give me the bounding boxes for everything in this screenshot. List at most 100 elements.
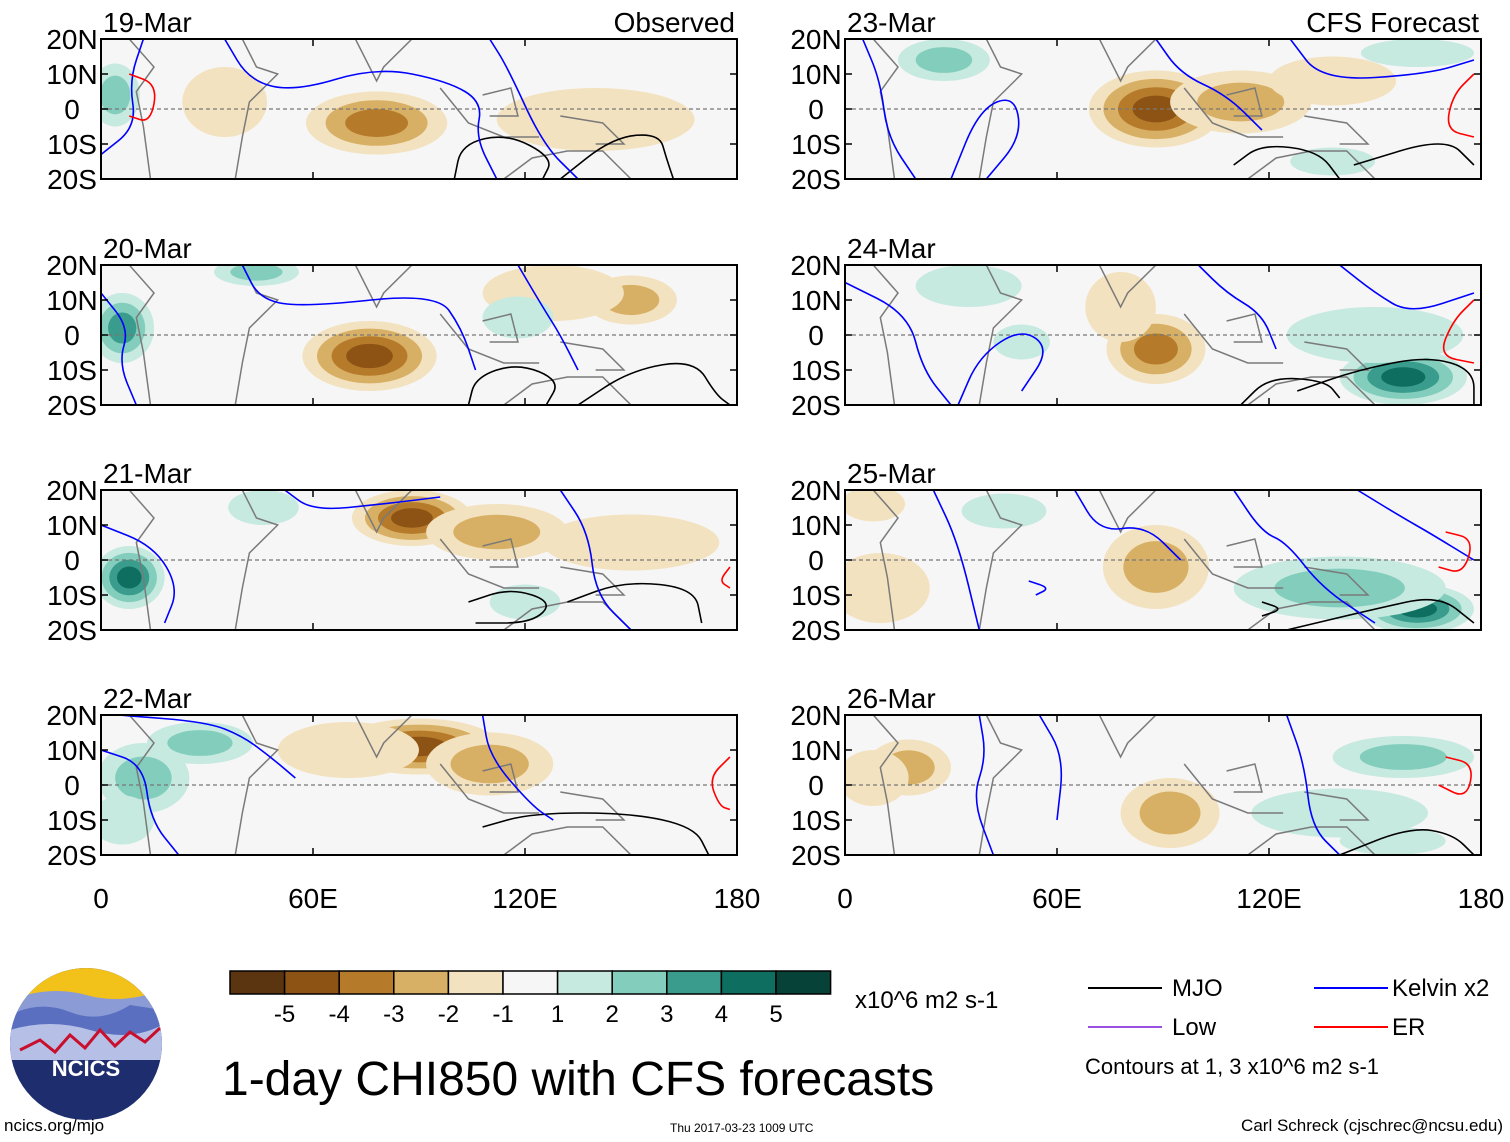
anomaly-level: [961, 493, 1047, 529]
contour-kelvin: [1356, 490, 1475, 561]
contour-mjo: [482, 812, 710, 855]
y-tick-label: 20S: [47, 390, 97, 421]
y-tick-label: 10S: [47, 129, 97, 160]
colorbar-swatch: [229, 970, 286, 995]
logo-text: NCICS: [52, 1056, 120, 1081]
panels-layer: 20N 10N 0 10S 20S 19-Mar Observed 20N 10N 0 10S 20S…: [46, 7, 1482, 871]
y-tick-label: 20N: [46, 700, 97, 731]
y-tick-label: 0: [64, 94, 80, 125]
y-tick-label: 10N: [790, 510, 841, 541]
anomaly-level: [346, 343, 393, 369]
anomaly-level: [845, 553, 930, 623]
anomaly-level: [482, 296, 554, 339]
contour-kelvin: [1339, 265, 1475, 310]
coastline: [1183, 538, 1284, 589]
coastline: [354, 715, 413, 759]
coastline: [1226, 313, 1263, 343]
contour-kelvin: [1289, 39, 1475, 79]
anomaly-level: [1139, 791, 1201, 835]
x-tick-label: 0: [93, 883, 109, 914]
x-tick-label: 60E: [1032, 883, 1082, 914]
y-tick-label: 10S: [791, 805, 841, 836]
legend-contour-note: Contours at 1, 3 x10^6 m2 s-1: [1085, 1054, 1379, 1079]
anomaly-level: [101, 75, 131, 115]
contour-kelvin: [1285, 715, 1341, 855]
contour-kelvin: [481, 715, 554, 821]
anomaly-blob: [489, 584, 561, 620]
contour-kelvin: [1028, 580, 1047, 596]
coastline: [1226, 538, 1263, 568]
panel-date: 19-Mar: [103, 7, 192, 38]
contour-mjo: [1297, 358, 1475, 405]
anomaly-level: [915, 47, 973, 73]
y-tick-label: 20N: [790, 24, 841, 55]
anomaly-blob: [482, 296, 554, 339]
legend-kelvin-label: Kelvin x2: [1392, 975, 1489, 1002]
anomaly-blob: [302, 321, 437, 391]
panel-26-Mar: 20N 10N 0 10S 20S 26-Mar: [790, 683, 1482, 871]
y-tick-label: 0: [808, 94, 824, 125]
anomaly-blob: [1102, 525, 1209, 609]
coastline: [1247, 826, 1376, 855]
contour-mjo: [1261, 601, 1279, 617]
colorbar-swatch: [338, 970, 395, 995]
colorbar-swatch: [556, 970, 613, 995]
coastline: [978, 265, 1024, 405]
anomaly-level: [1360, 39, 1474, 67]
anomaly-blob: [993, 324, 1050, 360]
footer-url[interactable]: ncics.org/mjo: [4, 1116, 104, 1135]
y-tick-label: 20N: [790, 700, 841, 731]
coastline: [439, 763, 540, 814]
contour-mjo: [468, 590, 547, 624]
contour-kelvin: [1233, 490, 1376, 624]
coastline: [1183, 87, 1284, 138]
anomaly-blob: [961, 493, 1047, 529]
y-tick-label: 0: [64, 770, 80, 801]
panel-23-Mar: 20N 10N 0 10S 20S 23-Mar CFS Forecast: [790, 7, 1482, 195]
contour-kelvin: [101, 524, 176, 624]
y-tick-label: 10N: [46, 735, 97, 766]
panel-date: 25-Mar: [847, 458, 936, 489]
anomaly-level: [1123, 541, 1189, 593]
anomaly-blob: [915, 265, 1022, 307]
anomaly-blob: [898, 39, 990, 81]
anomaly-level: [496, 88, 695, 151]
contour-kelvin: [241, 265, 477, 371]
contour-kelvin: [957, 333, 1044, 405]
contour-kelvin: [845, 281, 952, 405]
anomaly-blob: [426, 504, 568, 560]
y-tick-label: 20N: [46, 250, 97, 281]
anomaly-level: [1381, 367, 1426, 387]
anomaly-blob: [1286, 307, 1464, 363]
x-tick-label: 120E: [1236, 883, 1301, 914]
contour-er: [721, 566, 731, 589]
colorbar-swatch: [393, 970, 450, 995]
contour-kelvin: [975, 715, 995, 855]
anomaly-level: [1274, 568, 1405, 608]
anomaly-level: [1133, 333, 1178, 365]
x-tick-label: 60E: [288, 883, 338, 914]
contour-kelvin: [1073, 490, 1182, 561]
coastline: [1098, 39, 1157, 83]
colorbar-swatch: [447, 970, 504, 995]
contour-kelvin: [1038, 715, 1063, 821]
y-tick-label: 20S: [47, 615, 97, 646]
anomaly-blob: [146, 722, 253, 764]
x-tick-label: 180: [714, 883, 761, 914]
y-tick-label: 10S: [791, 355, 841, 386]
x-tick-label: 0: [837, 883, 853, 914]
anomaly-level: [391, 508, 433, 528]
anomaly-blob: [426, 732, 554, 796]
anomaly-level: [108, 312, 137, 344]
contour-er: [1447, 73, 1475, 138]
contour-kelvin: [223, 39, 498, 179]
y-tick-label: 10N: [46, 510, 97, 541]
contour-kelvin: [559, 490, 632, 630]
anomaly-level: [167, 730, 233, 756]
colorbar-swatch: [720, 970, 777, 995]
anomaly-blob: [1360, 39, 1474, 67]
coastline: [128, 39, 155, 179]
coastline: [482, 763, 519, 793]
coastline: [872, 265, 899, 405]
